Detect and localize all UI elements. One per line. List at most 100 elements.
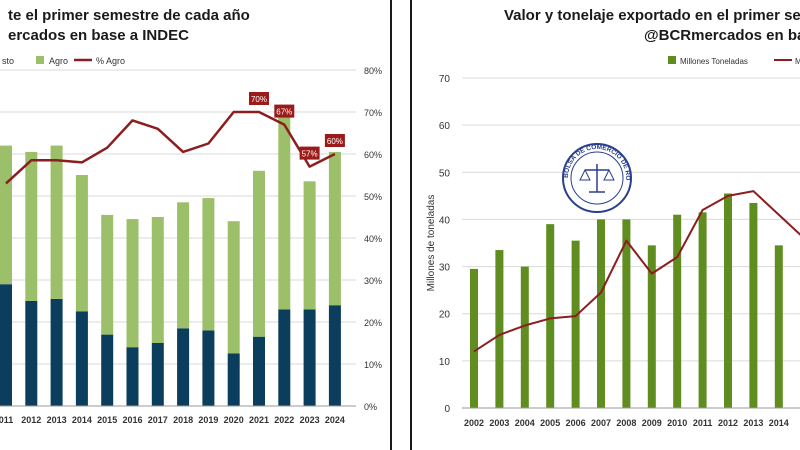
bar-segment-agro	[0, 145, 12, 285]
bar-segment-agro	[328, 151, 341, 306]
x-axis-tick-label: 2005	[540, 418, 560, 428]
logo-scale-pan-left	[579, 168, 591, 181]
bar-segment-agro	[278, 109, 291, 310]
x-axis-tick-label: 2008	[616, 418, 636, 428]
bar-millones-toneladas	[622, 219, 631, 408]
bar-segment-sto	[75, 311, 88, 406]
bar-segment-agro	[126, 219, 139, 348]
bar-segment-sto	[151, 343, 164, 406]
x-axis-tick-label: 2009	[642, 418, 662, 428]
data-label: 60%	[327, 137, 343, 146]
x-axis-tick-label: 2012	[21, 415, 41, 425]
bar-segment-sto	[328, 305, 341, 406]
y-axis-tick-label: 0	[444, 404, 450, 415]
data-label-box	[274, 104, 295, 118]
right-chart-title-line-1: Valor y tonelaje exportado en el primer …	[504, 7, 800, 24]
x-axis-tick-label: 2014	[72, 415, 92, 425]
right-chart: 0 10 20 30 40 50 60 70 Millones de toneladas 2002…	[412, 0, 800, 428]
bar-segment-agro	[151, 217, 164, 343]
bar-segment-agro	[253, 170, 265, 337]
left-chart: 0% 10% 20% 30% 40% 50% 60% 70% 80% 011 2012 2013 201…	[0, 56, 382, 425]
y-axis-tick-label: 30	[439, 263, 451, 274]
bar-segment-agro	[177, 202, 190, 329]
panel-gap	[392, 0, 408, 450]
bar-segment-agro	[25, 151, 38, 301]
right-axis-tick-label: 10%	[364, 360, 382, 370]
right-chart-panel: Valor y tonelaje exportado en el primer …	[410, 0, 800, 450]
bar-segment-agro	[50, 145, 63, 299]
y-axis-tick-label: 50	[439, 168, 451, 179]
x-axis-tick-label: 2007	[591, 418, 611, 428]
right-axis-tick-label: 20%	[364, 318, 382, 328]
bar-segment-agro	[303, 181, 316, 310]
data-label: 67%	[276, 108, 292, 117]
data-label: 57%	[302, 150, 318, 159]
x-axis-tick-label: 2016	[122, 415, 142, 425]
bar-millones-toneladas	[597, 219, 605, 408]
legend-label-sto: sto	[2, 56, 14, 66]
right-axis-tick-label: 40%	[364, 234, 382, 244]
bar-millones-toneladas	[673, 214, 682, 408]
bar-millones-toneladas	[546, 224, 555, 408]
x-axis-tick-label: 2024	[325, 415, 345, 425]
bar-millones-toneladas	[647, 245, 656, 408]
legend-label-m: M	[795, 57, 800, 66]
bar-millones-toneladas	[724, 193, 732, 408]
x-axis-tick-label: 2022	[274, 415, 294, 425]
bar-segment-sto	[50, 298, 63, 406]
left-chart-panel: te el primer semestre de cada año ercado…	[0, 0, 392, 450]
bar-segment-sto	[227, 353, 240, 406]
y-axis-tick-label: 20	[439, 310, 451, 321]
right-axis-tick-label: 70%	[364, 108, 382, 118]
x-axis-tick-label: 2002	[464, 418, 484, 428]
right-axis-tick-label: 80%	[364, 66, 382, 76]
legend-swatch-millones-toneladas	[668, 56, 676, 64]
bar-segment-sto	[253, 336, 265, 406]
y-axis-tick-label: 60	[439, 121, 451, 132]
bar-segment-sto	[101, 334, 114, 406]
x-axis-tick-label: 2019	[198, 415, 218, 425]
bar-segment-sto	[25, 301, 38, 406]
right-axis-tick-label: 0%	[364, 402, 377, 412]
bar-segment-agro	[227, 221, 240, 354]
x-axis-tick-label: 2023	[300, 415, 320, 425]
x-axis-tick-label: 2013	[47, 415, 67, 425]
bar-millones-toneladas	[470, 268, 478, 408]
x-axis-tick-label: 2011	[693, 418, 713, 428]
x-axis-tick-label: 2003	[489, 418, 509, 428]
x-axis-tick-label: 2006	[566, 418, 586, 428]
y-axis-tick-label: 70	[439, 74, 451, 85]
bar-millones-toneladas	[774, 245, 783, 408]
bar-segment-agro	[202, 198, 215, 331]
x-axis-tick-label: 2017	[148, 415, 168, 425]
y-axis-tick-label: 10	[439, 357, 451, 368]
bar-segment-sto	[303, 309, 316, 406]
bar-segment-sto	[0, 284, 12, 406]
legend-swatch-agro	[36, 56, 44, 64]
y-axis-tick-label: 40	[439, 215, 451, 226]
x-axis-tick-label: 2014	[769, 418, 789, 428]
legend-label-millones-toneladas: Millones Toneladas	[680, 57, 748, 66]
data-label-box	[299, 146, 320, 160]
x-axis-tick-label: 2010	[667, 418, 687, 428]
logo-seal-inner-ring	[570, 151, 624, 205]
data-label-box	[324, 134, 345, 147]
bar-segment-agro	[101, 214, 114, 335]
x-axis-tick-label: 2004	[515, 418, 535, 428]
x-axis-tick-label: 011	[0, 415, 13, 425]
y-axis-label: Millones de toneladas	[426, 195, 437, 292]
x-axis-tick-label: 2013	[743, 418, 763, 428]
bar-segment-sto	[177, 328, 190, 406]
bar-millones-toneladas	[495, 250, 504, 408]
right-axis-tick-label: 50%	[364, 192, 382, 202]
logo-scale-pan-right	[603, 168, 615, 181]
bar-segment-sto	[202, 330, 215, 406]
left-chart-title-line-1: te el primer semestre de cada año	[8, 7, 250, 24]
bar-segment-sto	[126, 347, 139, 406]
x-axis-tick-label: 2015	[97, 415, 117, 425]
x-axis-tick-label: 2021	[249, 415, 269, 425]
data-label-box	[249, 92, 269, 105]
bar-segment-sto	[278, 309, 291, 406]
data-label: 70%	[251, 95, 267, 104]
legend-label-percent-agro: % Agro	[96, 56, 125, 66]
